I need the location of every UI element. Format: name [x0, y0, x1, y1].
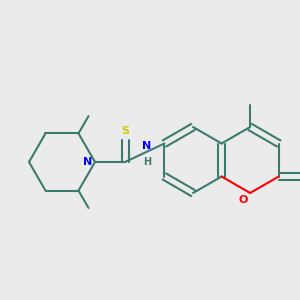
Text: S: S	[121, 126, 129, 136]
Text: N: N	[142, 141, 151, 151]
Text: N: N	[83, 157, 92, 167]
Text: O: O	[239, 195, 248, 205]
Text: H: H	[142, 157, 151, 167]
